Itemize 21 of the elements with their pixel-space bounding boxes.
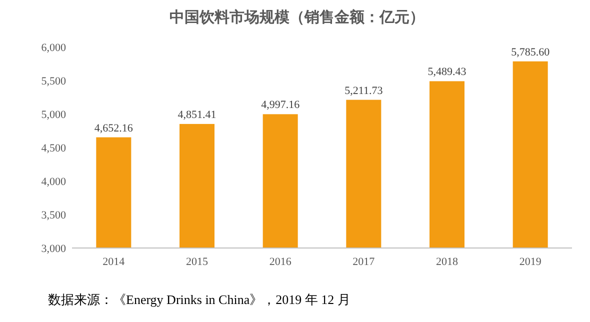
data-label: 4,851.41 [178,108,216,121]
data-label: 5,211.73 [344,84,384,97]
data-label: 5,785.60 [511,46,550,58]
data-label: 5,489.43 [428,66,467,78]
x-tick-label: 2019 [519,256,542,268]
y-tick-label: 6,000 [41,42,66,54]
y-tick-label: 5,000 [41,109,66,121]
x-tick-label: 2018 [436,256,458,268]
x-tick-label: 2015 [186,256,208,268]
y-tick-label: 4,500 [41,142,66,154]
x-tick-label: 2016 [269,256,292,268]
y-tick-label: 3,000 [41,243,66,255]
x-tick-label: 2017 [352,256,376,268]
y-tick-label: 5,500 [41,76,66,88]
chart-title: 中国饮料市场规模（销售金额：亿元） [170,8,424,26]
y-tick-label: 3,500 [41,210,66,222]
data-label: 4,652.16 [94,122,134,134]
y-tick-label: 4,000 [41,176,66,188]
data-label: 4,997.16 [261,99,300,112]
x-tick-label: 2014 [102,256,126,268]
source-note: 数据来源：《Energy Drinks in China》，2019 年 12 月 [48,292,350,307]
